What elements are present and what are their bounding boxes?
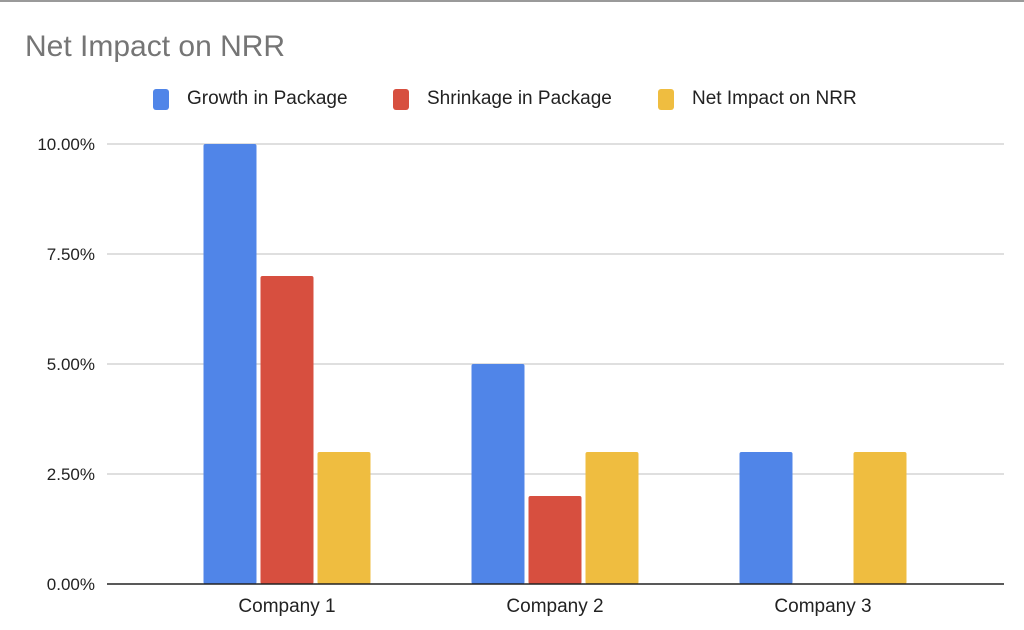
y-axis-ticks: 0.00% 2.50% 5.00% 7.50% 10.00%	[37, 135, 95, 594]
bars	[203, 144, 907, 584]
bar-growth-in-package-company-1[interactable]	[203, 144, 257, 584]
legend-label-growth: Growth in Package	[187, 88, 348, 109]
bar-growth-in-package-company-3[interactable]	[739, 452, 793, 584]
x-tick-label: Company 3	[774, 596, 871, 617]
x-tick-label: Company 2	[506, 596, 603, 617]
legend-label-net-impact: Net Impact on NRR	[692, 88, 857, 109]
legend-item-shrinkage[interactable]: Shrinkage in Package	[393, 88, 612, 110]
bar-growth-in-package-company-2[interactable]	[471, 364, 525, 584]
bar-net-impact-on-nrr-company-2[interactable]	[585, 452, 639, 584]
bar-shrinkage-in-package-company-1[interactable]	[260, 276, 314, 584]
x-axis-ticks: Company 1 Company 2 Company 3	[238, 596, 871, 617]
legend: Growth in Package Shrinkage in Package N…	[0, 88, 1024, 114]
legend-item-growth[interactable]: Growth in Package	[153, 88, 348, 110]
y-tick-label: 0.00%	[47, 575, 95, 594]
y-tick-label: 10.00%	[37, 135, 95, 154]
legend-swatch-net-impact	[658, 88, 674, 110]
x-tick-label: Company 1	[238, 596, 335, 617]
y-tick-label: 5.00%	[47, 355, 95, 374]
legend-item-net-impact[interactable]: Net Impact on NRR	[658, 88, 857, 110]
top-border	[0, 0, 1024, 2]
y-tick-label: 2.50%	[47, 465, 95, 484]
legend-swatch-growth	[153, 88, 169, 110]
bar-net-impact-on-nrr-company-3[interactable]	[853, 452, 907, 584]
legend-label-shrinkage: Shrinkage in Package	[427, 88, 612, 109]
y-tick-label: 7.50%	[47, 245, 95, 264]
bar-shrinkage-in-package-company-2[interactable]	[528, 496, 582, 584]
chart-title: Net Impact on NRR	[25, 30, 286, 63]
legend-swatch-shrinkage	[393, 88, 409, 110]
bar-net-impact-on-nrr-company-1[interactable]	[317, 452, 371, 584]
